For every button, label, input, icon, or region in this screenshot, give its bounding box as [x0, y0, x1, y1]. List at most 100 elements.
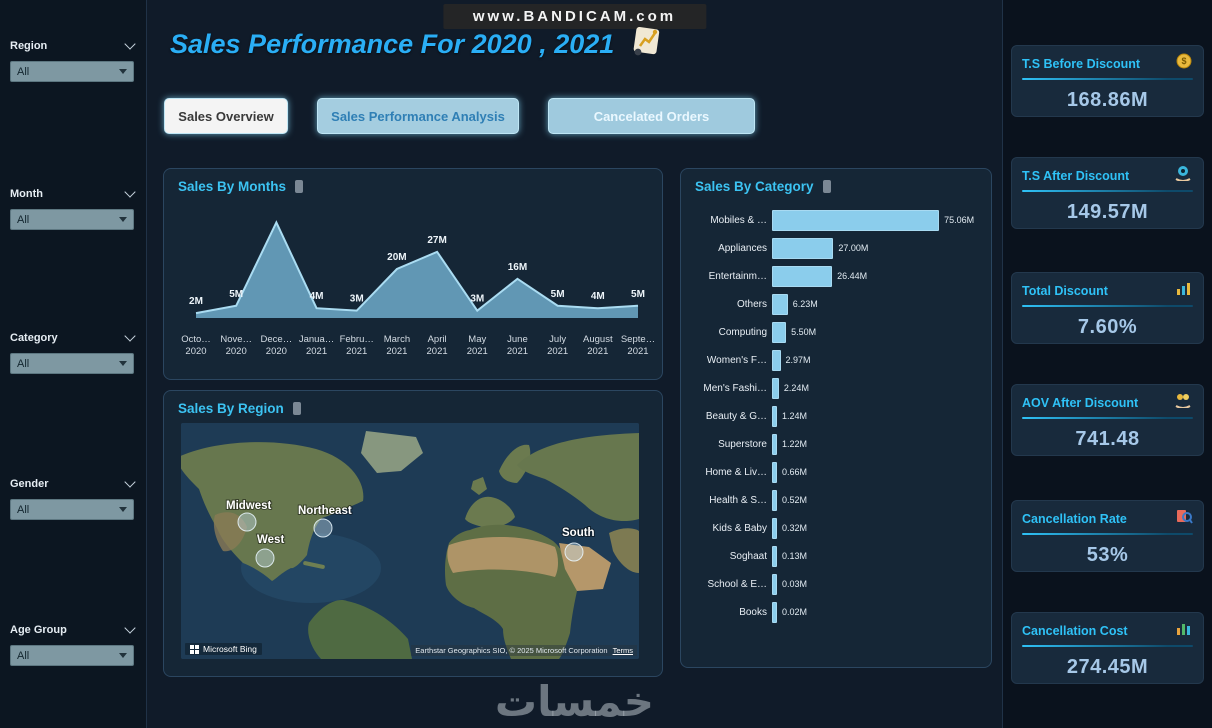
- category-bar[interactable]: [772, 265, 833, 287]
- region-bubble-west[interactable]: [255, 548, 275, 568]
- map-shape: [361, 431, 423, 473]
- dropdown-caret-icon: [119, 361, 127, 366]
- pin-icon: [295, 180, 304, 193]
- category-label: Health & S…: [709, 494, 767, 506]
- magnifier-icon: [1175, 508, 1193, 529]
- sales-by-months-chart[interactable]: 2MOcto…20205MNove…2020Dece…20204MJanua…2…: [172, 196, 656, 366]
- kpi-divider: [1022, 190, 1193, 192]
- category-label: Beauty & G…: [705, 410, 767, 422]
- category-row-health-s[interactable]: Health & S… 0.52M: [681, 486, 991, 514]
- category-bar[interactable]: [772, 601, 777, 623]
- chevron-down-icon[interactable]: [124, 38, 136, 50]
- category-row-others[interactable]: Others 6.23M: [681, 290, 991, 318]
- x-axis-month-label: May: [468, 334, 486, 345]
- data-label: 2M: [189, 296, 203, 307]
- category-row-mobiles[interactable]: Mobiles & … 75.06M: [681, 206, 991, 234]
- region-bubble-midwest[interactable]: [237, 512, 257, 532]
- coin-icon: $: [1175, 53, 1193, 74]
- category-bar[interactable]: [772, 461, 777, 483]
- sales-by-months-header: Sales By Months: [164, 169, 662, 194]
- category-bar[interactable]: [772, 349, 781, 371]
- x-axis-year-label: 2020: [185, 346, 206, 357]
- category-bar[interactable]: [772, 377, 779, 399]
- filter-category-dropdown[interactable]: All: [10, 353, 134, 374]
- category-label: Soghaat: [729, 550, 767, 562]
- category-label: Kids & Baby: [712, 522, 767, 534]
- category-row-women-s-f[interactable]: Women's F… 2.97M: [681, 346, 991, 374]
- chevron-down-icon[interactable]: [124, 330, 136, 342]
- category-row-beauty-g[interactable]: Beauty & G… 1.24M: [681, 402, 991, 430]
- filter-gender: Gender All: [10, 476, 136, 520]
- category-row-men-s-fashi[interactable]: Men's Fashi… 2.24M: [681, 374, 991, 402]
- kpi-divider: [1022, 305, 1193, 307]
- category-row-books[interactable]: Books 0.02M: [681, 598, 991, 626]
- region-bubble-northeast[interactable]: [313, 518, 333, 538]
- sales-by-region-map[interactable]: Midwest Northeast West South Microsoft Bing…: [181, 423, 639, 659]
- category-label: Superstore: [718, 438, 767, 450]
- kpi-label: Cancellation Rate: [1022, 511, 1127, 526]
- category-row-appliances[interactable]: Appliances 27.00M: [681, 234, 991, 262]
- x-axis-year-label: 2021: [547, 346, 568, 357]
- main-area: www.BANDICAM.com Sales Performance For 2…: [146, 0, 1003, 728]
- kpi-header: T.S Before Discount $: [1022, 53, 1193, 74]
- category-row-computing[interactable]: Computing 5.50M: [681, 318, 991, 346]
- category-row-home-liv[interactable]: Home & Liv… 0.66M: [681, 458, 991, 486]
- filter-label-row: Gender: [10, 476, 136, 490]
- filter-month-dropdown[interactable]: All: [10, 209, 134, 230]
- x-axis-year-label: 2021: [627, 346, 648, 357]
- kpi-value: 53%: [1086, 544, 1129, 566]
- data-label: 20M: [387, 252, 406, 263]
- category-row-school-e[interactable]: School & E… 0.03M: [681, 570, 991, 598]
- kpi-header: Cancellation Rate: [1022, 508, 1193, 529]
- category-bar[interactable]: [772, 321, 787, 343]
- x-axis-year-label: 2021: [427, 346, 448, 357]
- filter-gender-dropdown[interactable]: All: [10, 499, 134, 520]
- category-row-soghaat[interactable]: Soghaat 0.13M: [681, 542, 991, 570]
- category-label: Computing: [718, 326, 767, 338]
- category-bar[interactable]: [772, 237, 834, 259]
- category-row-kids-baby[interactable]: Kids & Baby 0.32M: [681, 514, 991, 542]
- category-bar[interactable]: [772, 433, 777, 455]
- map-shape: [447, 536, 558, 577]
- kpi-header: Cancellation Cost: [1022, 620, 1193, 641]
- category-label: Home & Liv…: [705, 466, 767, 478]
- category-bar[interactable]: [772, 209, 940, 231]
- title-row: Sales Performance For 2020 , 2021: [170, 26, 664, 63]
- tab-cancelated-orders[interactable]: Cancelated Orders: [548, 98, 755, 134]
- category-bar[interactable]: [772, 545, 777, 567]
- category-bar[interactable]: [772, 405, 777, 427]
- sales-by-months-card: Sales By Months 2M Octo… 2020 5M Nove… 2020 De…: [163, 168, 663, 380]
- x-axis-month-label: March: [384, 334, 410, 345]
- tab-sales-overview[interactable]: Sales Overview: [164, 98, 288, 134]
- map-terms-link[interactable]: Terms: [612, 646, 633, 655]
- kpi-divider: [1022, 78, 1193, 80]
- chevron-down-icon[interactable]: [124, 186, 136, 198]
- data-label: 3M: [470, 294, 484, 305]
- category-value-label: 0.13M: [782, 551, 808, 561]
- filter-region-dropdown[interactable]: All: [10, 61, 134, 82]
- data-label: 16M: [508, 262, 527, 273]
- category-bar[interactable]: [772, 573, 777, 595]
- sales-by-category-chart: Mobiles & … 75.06M Appliances 27.00M Enterta…: [681, 206, 991, 626]
- region-bubble-south[interactable]: [564, 542, 584, 562]
- data-label: 27M: [427, 235, 446, 246]
- filter-label: Gender: [10, 478, 49, 490]
- category-row-superstore[interactable]: Superstore 1.22M: [681, 430, 991, 458]
- map-shape: [465, 496, 515, 528]
- chevron-down-icon[interactable]: [124, 476, 136, 488]
- category-value-label: 2.97M: [785, 355, 811, 365]
- map-shape: [559, 543, 611, 591]
- filter-age-group-dropdown[interactable]: All: [10, 645, 134, 666]
- category-label: Mobiles & …: [710, 214, 767, 226]
- category-label: Women's F…: [706, 354, 767, 366]
- filter-label: Region: [10, 40, 48, 52]
- category-bar[interactable]: [772, 293, 788, 315]
- x-axis-year-label: 2021: [306, 346, 327, 357]
- title-chart-icon: [628, 26, 664, 63]
- map-shape: [181, 442, 364, 581]
- category-bar[interactable]: [772, 517, 777, 539]
- tab-sales-performance-analysis[interactable]: Sales Performance Analysis: [317, 98, 519, 134]
- chevron-down-icon[interactable]: [124, 622, 136, 634]
- category-bar[interactable]: [772, 489, 777, 511]
- category-row-entertainm[interactable]: Entertainm… 26.44M: [681, 262, 991, 290]
